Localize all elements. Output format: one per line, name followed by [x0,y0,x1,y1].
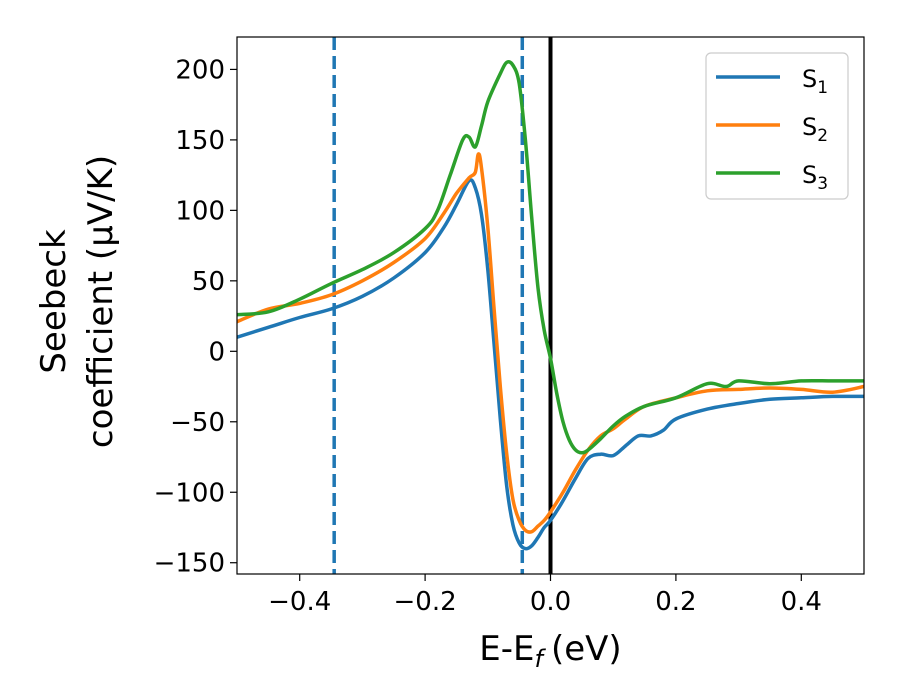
y-tick-label: 100 [175,196,225,226]
reference-lines [332,37,553,574]
series-lines [237,59,864,551]
x-tick-label: −0.2 [394,587,457,617]
plot-frame [236,36,865,575]
y-axis-title-line1: Seebeck [34,229,74,374]
x-axis-title: E-Ef (eV) [479,629,621,673]
x-tick-label: 0.4 [781,587,822,617]
series-line-s3 [237,59,864,455]
x-tick-label: 0.0 [530,587,571,617]
y-axis-title: Seebeck coefficient (μV/K) [34,155,121,448]
y-tick-label: −50 [170,408,225,438]
x-tick-label: 0.2 [655,587,696,617]
x-axis-title-sub: f [535,645,547,673]
y-tick-label: −150 [154,549,225,579]
x-axis-ticks: −0.4 −0.2 0.0 0.2 0.4 [268,574,822,617]
y-tick-label: 0 [208,337,225,367]
y-tick-label: 150 [175,126,225,156]
y-tick-label: −100 [154,478,225,508]
x-tick-label: −0.4 [268,587,331,617]
y-tick-label: 200 [175,55,225,85]
legend: S1 S2 S3 [705,52,849,200]
legend-label-s2: S2 [802,113,828,146]
series-line-s1 [237,178,864,551]
legend-label-s1: S1 [802,65,828,98]
y-axis-ticks: 200 150 100 50 0 −50 −100 −150 [154,55,237,579]
x-axis-title-unit: (eV) [551,629,622,669]
x-axis-title-main: E-E [479,629,534,669]
y-tick-label: 50 [192,267,225,297]
y-axis-title-line2: coefficient (μV/K) [81,155,121,448]
legend-label-s3: S3 [802,161,828,194]
